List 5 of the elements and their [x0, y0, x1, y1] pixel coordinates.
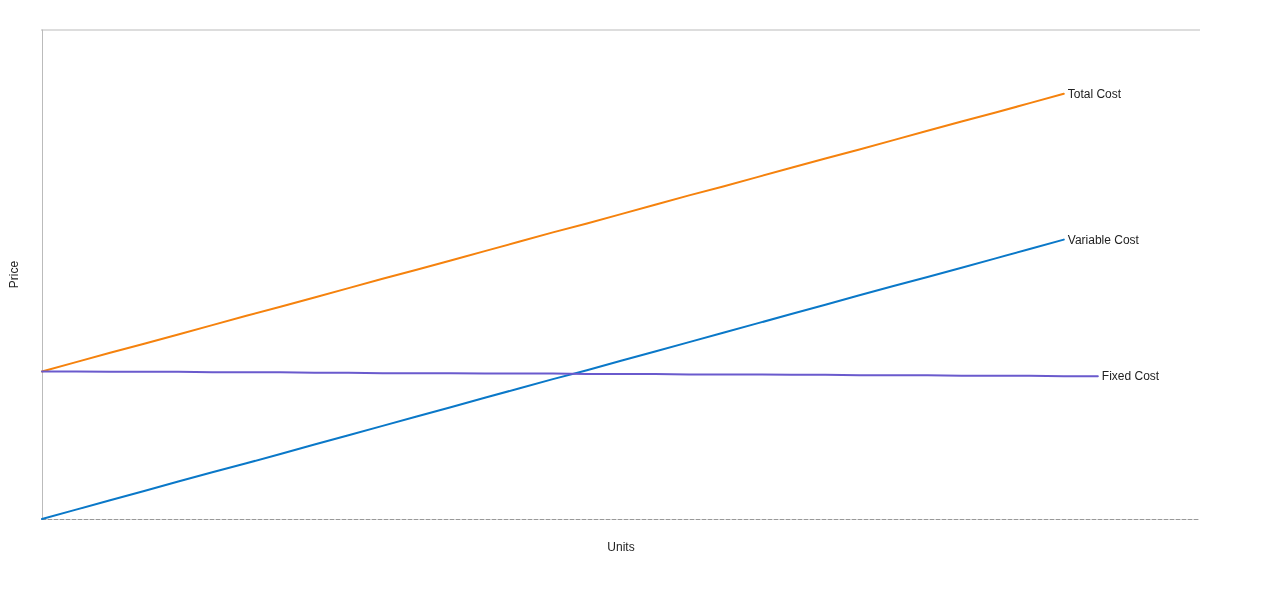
x-axis-title: Units: [607, 540, 635, 554]
series-label: Total Cost: [1067, 86, 1122, 101]
series-label: Fixed Cost: [1101, 369, 1160, 384]
series-label: Variable Cost: [1067, 232, 1140, 247]
y-axis-title: Price: [7, 260, 21, 289]
